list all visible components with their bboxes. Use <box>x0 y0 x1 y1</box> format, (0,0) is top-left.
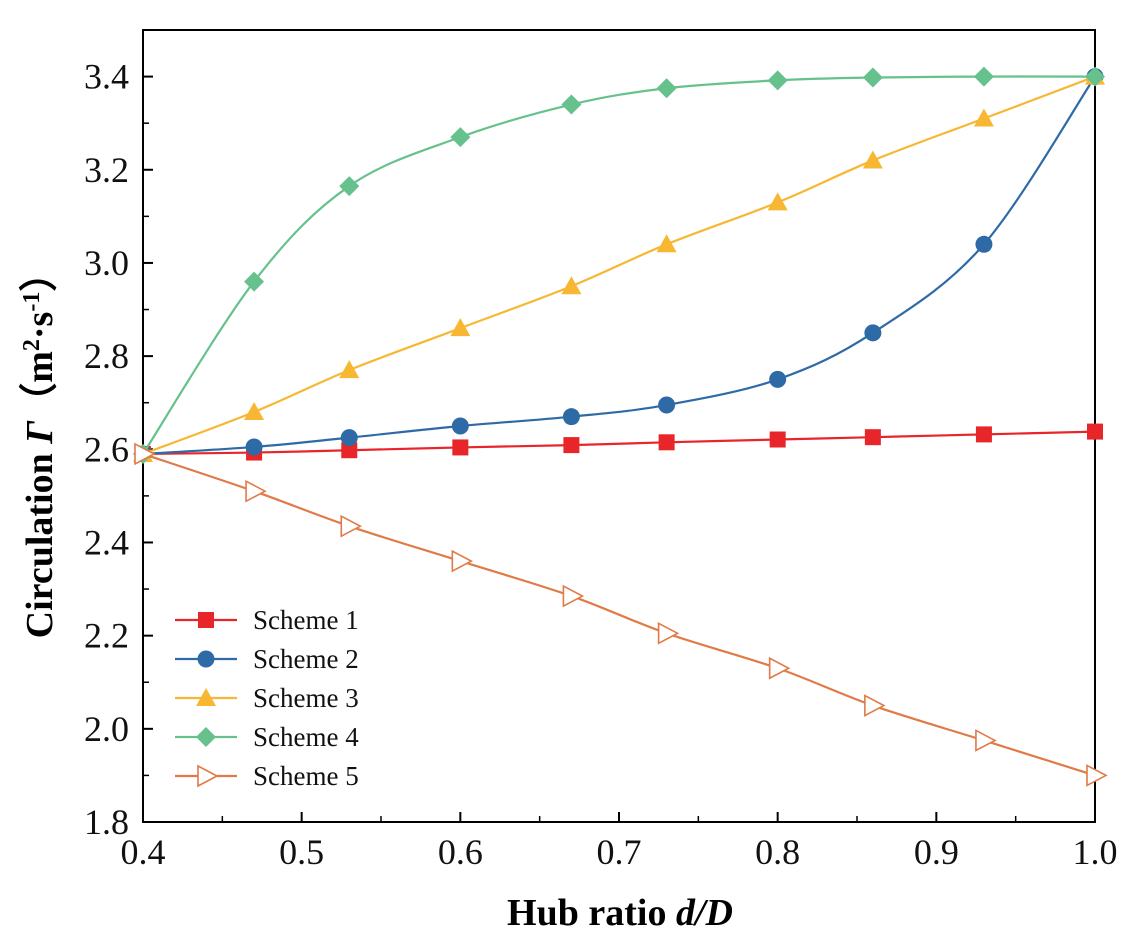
legend: Scheme 1 Scheme 2 Scheme 3 Scheme 4 Scheme 5 <box>175 605 359 791</box>
legend-item-1: Scheme 1 <box>175 605 359 635</box>
data-point <box>973 108 994 127</box>
data-point <box>769 370 787 388</box>
x-tick-label: 0.6 <box>438 832 483 872</box>
data-point <box>656 234 677 253</box>
series-line <box>142 75 1096 456</box>
legend-label: Scheme 3 <box>253 683 359 713</box>
data-point <box>245 479 267 503</box>
data-point <box>562 584 585 608</box>
data-point <box>767 70 788 91</box>
y-axis-unit-open: （m <box>19 351 61 421</box>
legend-marker <box>196 688 216 706</box>
data-point <box>451 417 469 435</box>
data-point <box>1087 423 1103 440</box>
y-tick-label: 3.2 <box>84 150 129 190</box>
data-point <box>975 426 992 443</box>
data-point <box>862 150 883 169</box>
legend-marker <box>197 650 215 668</box>
x-axis-title-variable: d/D <box>676 892 733 934</box>
data-point <box>245 438 263 456</box>
data-point <box>864 694 886 717</box>
y-axis-title-symbol: Γ <box>19 420 61 445</box>
legend-marker <box>196 727 216 747</box>
legend-label: Scheme 5 <box>253 761 359 791</box>
data-point <box>864 324 882 342</box>
data-point <box>450 127 471 148</box>
legend-label: Scheme 1 <box>253 605 359 635</box>
data-point <box>973 66 994 87</box>
y-axis-unit-close: ） <box>19 254 61 292</box>
legend-item-3: Scheme 3 <box>175 683 359 713</box>
data-point <box>339 360 360 379</box>
x-axis-title-text: Hub ratio <box>507 892 666 934</box>
data-point <box>341 442 358 459</box>
y-axis-title-text: Circulation <box>19 453 61 638</box>
data-point <box>657 621 680 645</box>
series-layer <box>133 66 1108 787</box>
axes: 0.4 0.5 0.6 0.7 0.8 0.9 1.0 1.8 2.0 2.2 2.4 2.6 2.8 3… <box>84 57 1118 872</box>
series-line <box>142 75 1096 455</box>
data-point <box>451 549 474 573</box>
data-point <box>975 235 993 253</box>
data-point <box>769 431 786 448</box>
data-point <box>862 67 883 88</box>
x-tick-label: 0.8 <box>755 832 800 872</box>
y-axis-unit-exp2: -1 <box>19 292 45 312</box>
series-line <box>142 452 1096 777</box>
x-tick-label: 0.7 <box>597 832 642 872</box>
x-tick-label: 1.0 <box>1073 832 1118 872</box>
x-tick-label: 0.9 <box>914 832 959 872</box>
data-point <box>244 402 265 421</box>
data-point <box>768 656 791 680</box>
data-point <box>340 514 362 538</box>
data-point <box>1085 66 1105 87</box>
data-point <box>656 78 677 99</box>
data-point <box>658 434 675 451</box>
y-tick-label: 2.8 <box>84 336 129 376</box>
data-point <box>561 276 582 295</box>
y-tick-label: 2.0 <box>84 709 129 749</box>
data-point <box>767 192 788 211</box>
y-axis-unit-mid: ·s <box>19 312 61 339</box>
series-5 <box>134 442 1108 787</box>
legend-label: Scheme 2 <box>253 644 359 674</box>
series-1 <box>135 423 1103 462</box>
data-point <box>1086 764 1108 787</box>
data-point <box>975 729 997 752</box>
data-point <box>562 408 580 426</box>
x-tick-label: 0.4 <box>121 832 166 872</box>
y-tick-label: 1.8 <box>84 802 129 842</box>
data-point <box>339 176 360 197</box>
data-point <box>450 318 471 337</box>
data-point <box>563 437 580 454</box>
data-point <box>340 429 358 447</box>
y-tick-label: 3.4 <box>84 57 129 97</box>
data-point <box>244 271 265 292</box>
legend-item-5: Scheme 5 <box>175 761 359 791</box>
data-point <box>864 429 881 446</box>
data-point <box>561 94 582 115</box>
y-axis-title: Circulation Γ（m2·s-1） <box>19 254 61 639</box>
y-axis-unit-exp1: 2 <box>19 339 45 351</box>
legend-item-2: Scheme 2 <box>175 644 359 674</box>
legend-marker <box>198 612 214 628</box>
series-3 <box>133 66 1105 462</box>
x-tick-label: 0.5 <box>279 832 324 872</box>
data-point <box>658 396 676 414</box>
data-point <box>452 439 469 456</box>
data-point <box>134 442 156 466</box>
x-axis-title: Hub ratio d/D <box>507 892 733 934</box>
legend-label: Scheme 4 <box>253 722 359 752</box>
y-tick-label: 3.0 <box>84 243 129 283</box>
series-line <box>142 75 1096 455</box>
y-tick-label: 2.4 <box>84 522 129 562</box>
series-line <box>142 430 1096 456</box>
y-tick-label: 2.6 <box>84 429 129 469</box>
legend-marker <box>197 764 219 788</box>
y-tick-label: 2.2 <box>84 616 129 656</box>
legend-item-4: Scheme 4 <box>175 722 359 752</box>
